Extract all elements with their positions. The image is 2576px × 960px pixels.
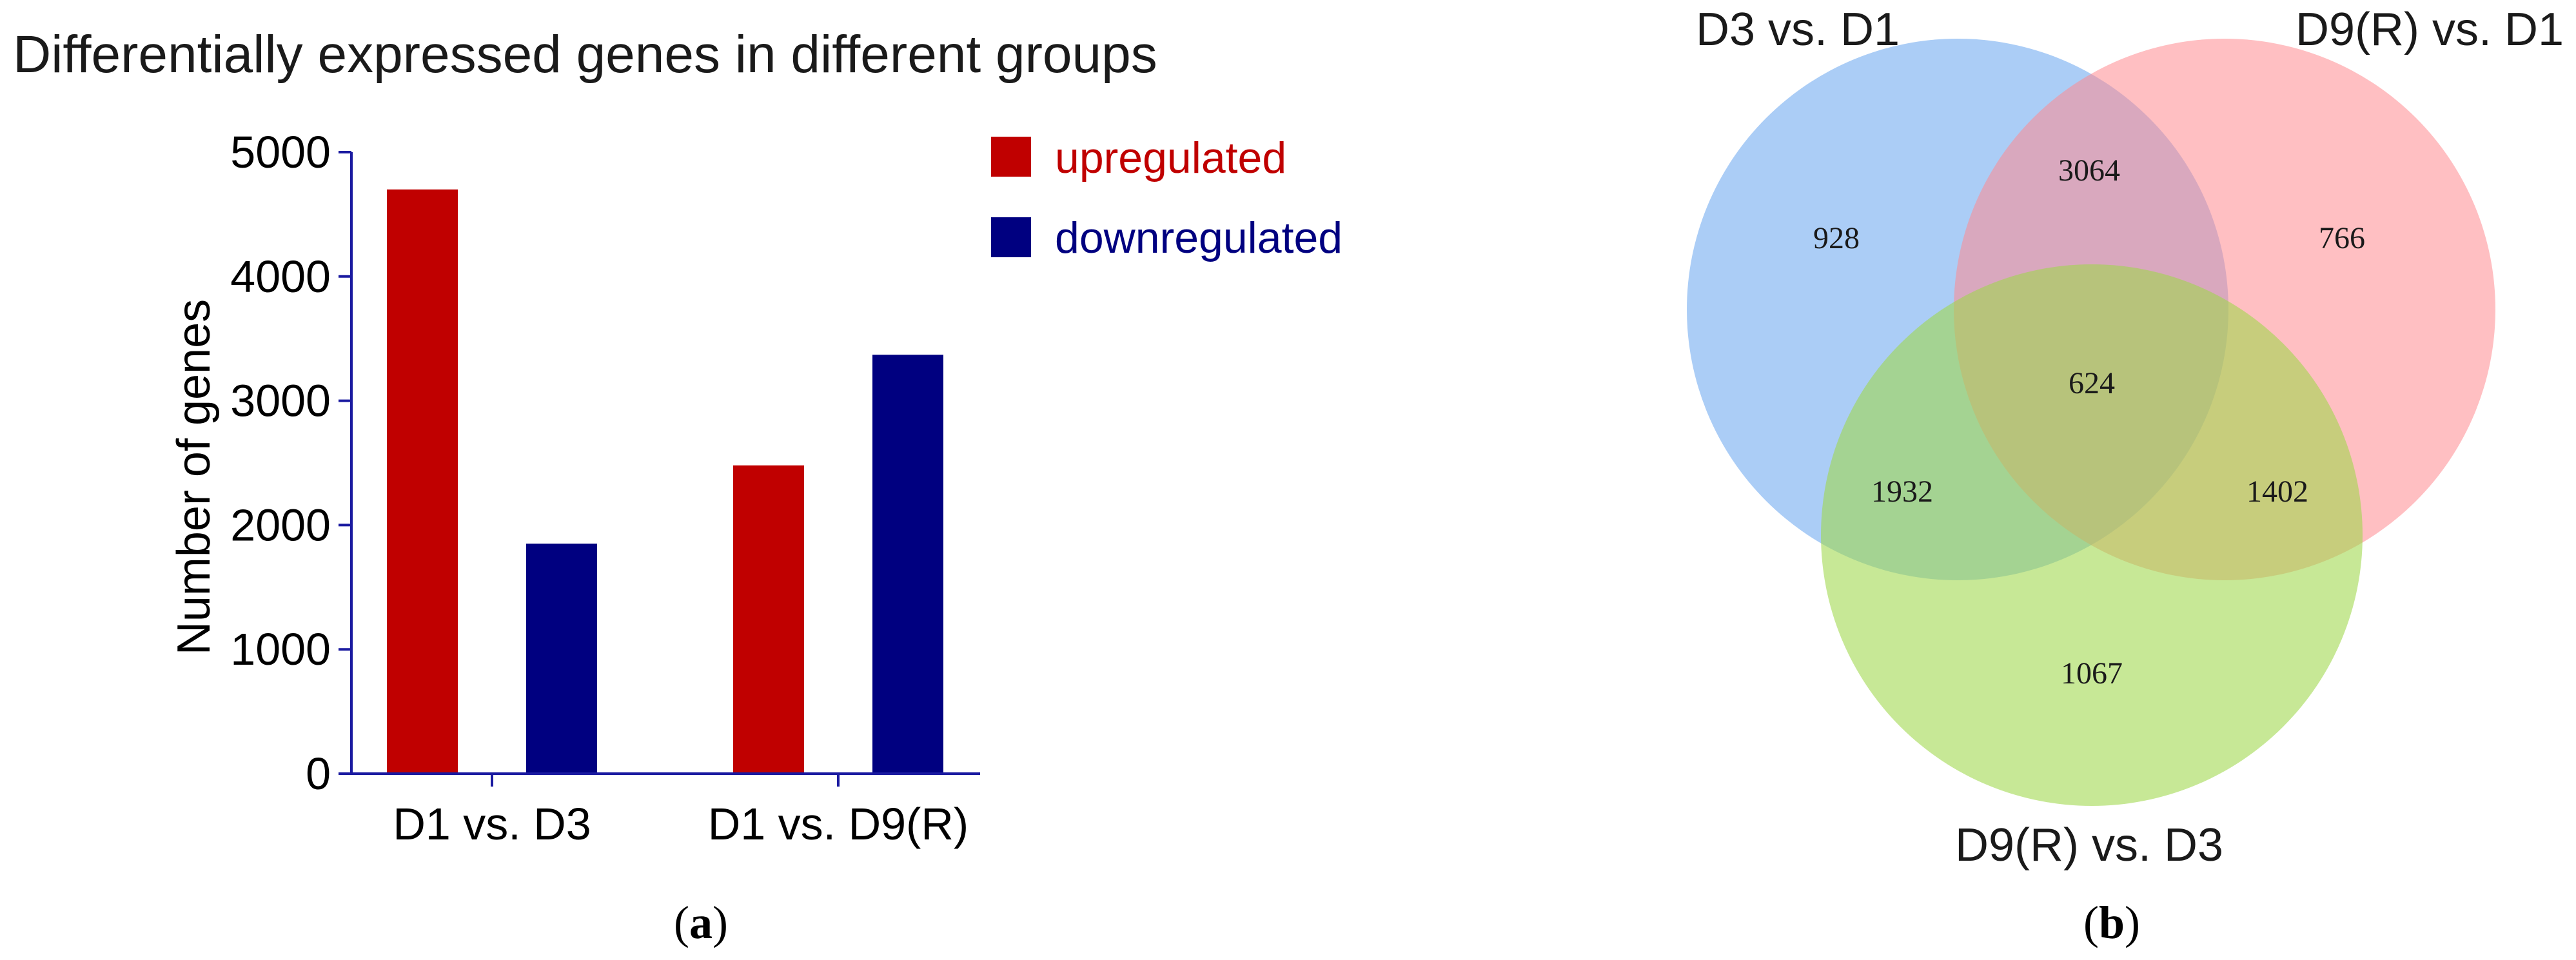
- venn-set-label-d9r-vs-d3: D9(R) vs. D3: [1955, 819, 2223, 871]
- x-tick-label: D1 vs. D9(R): [708, 799, 968, 849]
- caption-a: (a): [674, 897, 728, 948]
- y-tick-label: 3000: [230, 376, 331, 426]
- y-tick-label: 4000: [230, 251, 331, 302]
- venn-set-label-d9r-vs-d1: D9(R) vs. D1: [2296, 4, 2564, 55]
- venn-region-abc: 624: [2069, 366, 2115, 400]
- venn-set-label-d3-vs-d1: D3 vs. D1: [1696, 4, 1900, 55]
- y-tick-label: 1000: [230, 624, 331, 674]
- venn-region-only-d9r-vs-d1: 766: [2319, 221, 2365, 255]
- bar-downregulated-1: [872, 355, 943, 774]
- bar-chart-panel: Differentially expressed genes in differ…: [13, 25, 1342, 948]
- bar-upregulated-0: [387, 189, 458, 774]
- y-tick-label: 2000: [230, 500, 331, 550]
- caption-b-letter: b: [2099, 897, 2125, 948]
- legend-label-downregulated: downregulated: [1055, 213, 1342, 262]
- bar-upregulated-1: [733, 465, 804, 774]
- y-tick-label: 5000: [230, 127, 331, 177]
- venn-circle-d9r-vs-d3: [1821, 264, 2363, 806]
- bar-downregulated-0: [526, 544, 597, 774]
- caption-b: (b): [2083, 897, 2140, 948]
- caption-a-letter: a: [689, 897, 713, 948]
- y-ticks-group: 0 1000 2000 3000 4000 5000: [230, 127, 351, 799]
- venn-region-bc: 1402: [2247, 475, 2308, 509]
- venn-region-only-d9r-vs-d3: 1067: [2061, 656, 2123, 691]
- svg-text:(a): (a): [674, 897, 728, 948]
- venn-region-ac: 1932: [1871, 475, 1933, 509]
- x-tick-label: D1 vs. D3: [393, 799, 591, 849]
- y-tick-label: 0: [306, 749, 331, 799]
- chart-title: Differentially expressed genes in differ…: [13, 25, 1157, 84]
- y-axis-label: Number of genes: [168, 299, 220, 655]
- x-ticks-group: D1 vs. D3 D1 vs. D9(R): [393, 774, 968, 849]
- legend-swatch-upregulated: [991, 137, 1031, 177]
- legend-label-upregulated: upregulated: [1055, 133, 1286, 182]
- venn-region-ab: 3064: [2058, 153, 2120, 188]
- svg-text:(b): (b): [2083, 897, 2140, 948]
- legend-swatch-downregulated: [991, 217, 1031, 257]
- bars-group: [387, 189, 943, 774]
- venn-region-only-d3-vs-d1: 928: [1813, 221, 1860, 255]
- venn-diagram-panel: D3 vs. D1 D9(R) vs. D1 D9(R) vs. D3 928 …: [1687, 4, 2564, 948]
- legend: upregulated downregulated: [991, 133, 1342, 262]
